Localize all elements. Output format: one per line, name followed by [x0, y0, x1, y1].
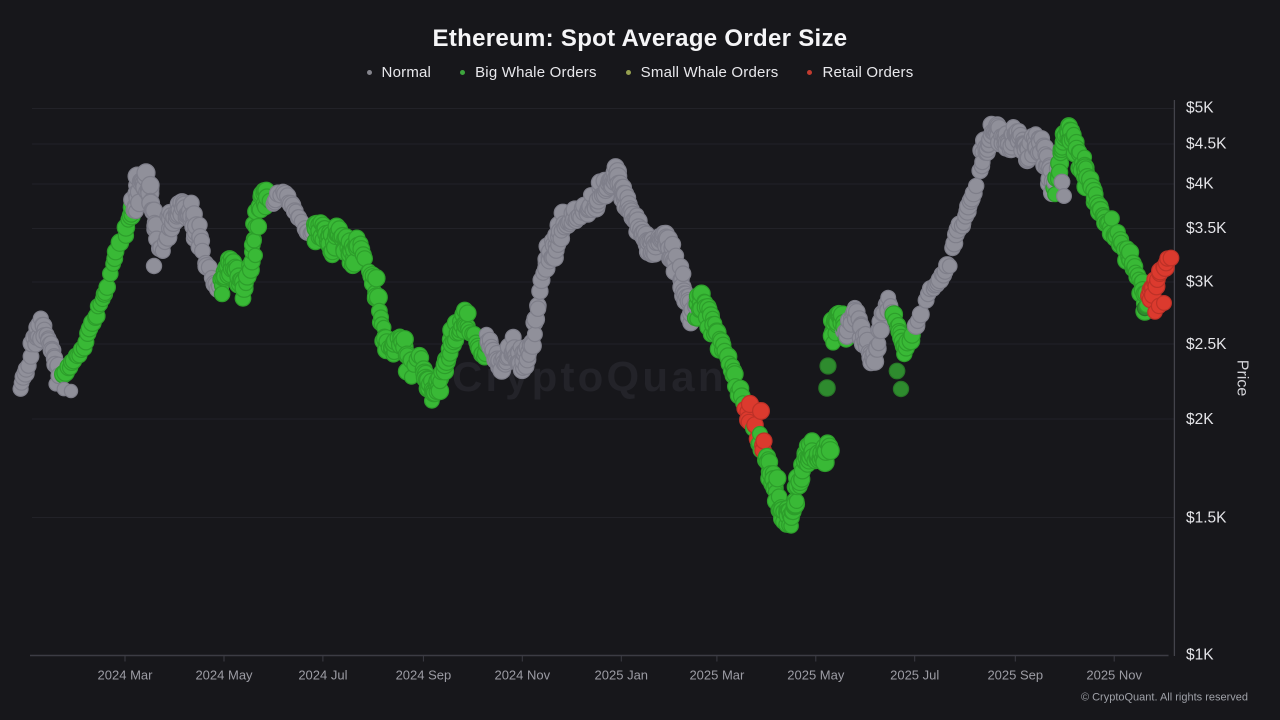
svg-text:$3.5K: $3.5K: [1186, 220, 1227, 237]
svg-text:2024 May: 2024 May: [195, 668, 253, 683]
svg-text:2025 Sep: 2025 Sep: [987, 668, 1043, 683]
svg-text:2025 Jan: 2025 Jan: [595, 668, 649, 683]
svg-text:© CryptoQuant. All rights rese: © CryptoQuant. All rights reserved: [1081, 692, 1248, 704]
svg-text:2025 May: 2025 May: [787, 668, 845, 683]
svg-text:2025 Nov: 2025 Nov: [1086, 668, 1142, 683]
svg-text:$4K: $4K: [1186, 176, 1214, 193]
svg-text:$2K: $2K: [1186, 411, 1214, 428]
svg-text:2024 Mar: 2024 Mar: [98, 668, 154, 683]
svg-text:2024 Sep: 2024 Sep: [396, 668, 452, 683]
svg-text:2025 Mar: 2025 Mar: [689, 668, 745, 683]
svg-text:Price: Price: [1234, 360, 1251, 397]
svg-text:2024 Jul: 2024 Jul: [298, 668, 347, 683]
svg-text:2025 Jul: 2025 Jul: [890, 668, 939, 683]
svg-text:$4.5K: $4.5K: [1186, 136, 1227, 153]
svg-text:$3K: $3K: [1186, 274, 1214, 291]
svg-text:$1K: $1K: [1186, 647, 1214, 664]
svg-text:2024 Nov: 2024 Nov: [494, 668, 550, 683]
svg-text:$5K: $5K: [1186, 100, 1214, 117]
svg-text:$2.5K: $2.5K: [1186, 336, 1227, 353]
svg-text:$1.5K: $1.5K: [1186, 510, 1227, 527]
